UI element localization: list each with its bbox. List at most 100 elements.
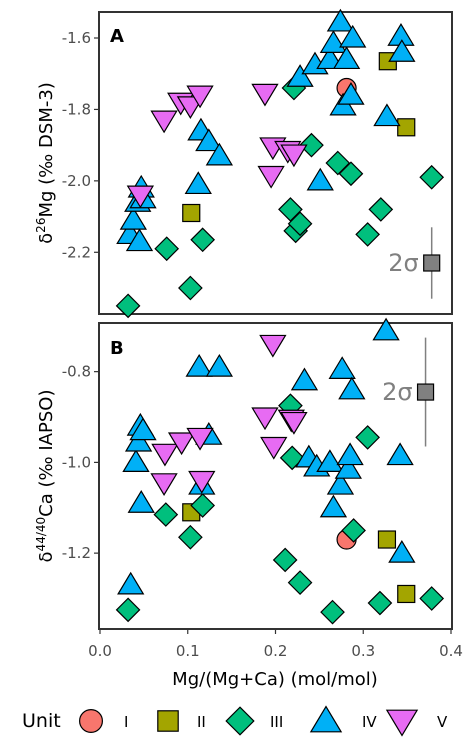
panel-a-point-unit-iv <box>125 228 154 252</box>
panel-b-point-unit-iii <box>320 599 345 625</box>
panel-b-error-bar: 2σ <box>382 337 435 447</box>
panel-b-point-unit-ii <box>377 530 397 549</box>
panel-b-y-tick-label: -0.8 <box>62 363 91 381</box>
panel-b-point-unit-iv <box>319 494 348 518</box>
panel-b-point-unit-iii <box>355 425 380 450</box>
panel-b-error-bar-label: 2σ <box>382 378 412 406</box>
panel-b-point-unit-v <box>188 470 216 494</box>
panel-a-point-unit-v <box>126 185 155 209</box>
x-axis-title: Mg/(Mg+Ca) (mol/mol) <box>172 669 378 690</box>
legend-title: Unit <box>22 710 61 732</box>
panel-b-point-unit-iii <box>178 524 203 550</box>
panel-a-point-unit-iii <box>154 236 180 262</box>
panel-a-error-bar-label: 2σ <box>388 249 418 277</box>
panel-b-error-bar-marker <box>416 383 435 401</box>
x-tick-label: 0.4 <box>439 642 463 660</box>
panel-b-point-unit-v <box>280 411 308 435</box>
panel-b-points <box>115 317 445 625</box>
legend-key-unit-iii <box>225 706 255 736</box>
panel-a-point-unit-iv <box>332 46 361 70</box>
panel-b-point-unit-iv <box>372 317 400 341</box>
panel-b: B δ44/40Ca (‰ IAPSO) -0.8 -1.0 -1.2 2σ <box>34 317 453 630</box>
panel-b-point-unit-v <box>260 436 288 460</box>
panel-b-point-unit-iv <box>117 571 145 595</box>
panel-b-y-ticks: -0.8 -1.0 -1.2 <box>62 363 99 562</box>
x-tick-label: 0.1 <box>176 642 200 660</box>
legend-label-unit-iv: IV <box>362 713 377 731</box>
panel-a-point-unit-iv <box>306 167 334 191</box>
panel-b-point-unit-iv <box>316 449 344 472</box>
panel-a-point-unit-iv <box>286 64 314 87</box>
legend-key-unit-v <box>385 709 419 737</box>
legend-label-unit-ii: II <box>197 713 206 731</box>
panel-b-point-unit-iv <box>386 442 414 466</box>
panel-b-point-unit-iv <box>338 376 366 400</box>
panel-a-point-unit-iii <box>338 161 364 187</box>
panel-a-point-unit-iii <box>190 227 216 253</box>
panel-a-point-unit-iv <box>205 142 233 166</box>
panel-a-point-unit-iii <box>278 197 303 222</box>
legend-key-unit-ii <box>157 710 179 732</box>
panel-a-point-unit-v <box>280 144 308 168</box>
panel-b-point-unit-v <box>150 473 178 496</box>
panel-a-point-unit-iv <box>326 8 355 32</box>
panel-a-point-unit-iv <box>339 24 367 48</box>
panel-a-point-unit-iii <box>299 132 324 158</box>
panel-a-point-unit-iv <box>319 30 348 53</box>
panel-b-label: B <box>110 338 124 359</box>
panel-b-point-unit-v <box>251 407 279 431</box>
panel-b-point-unit-iv <box>122 449 150 472</box>
panel-a-frame <box>98 11 453 315</box>
panel-a-point-unit-iii <box>287 211 313 237</box>
panel-b-point-unit-iv <box>290 367 319 391</box>
panel-b-point-unit-v <box>167 432 196 456</box>
panel-b-y-tick-label: -1.2 <box>62 544 91 562</box>
panel-b-frame <box>98 322 453 630</box>
legend: Unit I II III IV V <box>22 705 448 737</box>
panel-a-point-unit-iv <box>195 128 223 152</box>
panel-a-point-unit-iii <box>355 222 380 247</box>
legend-items: I II III IV V <box>78 705 448 737</box>
panel-a-point-unit-iii <box>325 150 351 176</box>
legend-key-unit-i <box>78 708 103 733</box>
panel-a-point-unit-ii <box>182 203 201 223</box>
panel-a-label: A <box>110 26 124 47</box>
panel-b-point-unit-iii <box>341 518 366 543</box>
panel-b-point-unit-iii <box>287 570 313 595</box>
panel-b-point-unit-iii <box>419 586 445 611</box>
panel-a-point-unit-v <box>251 83 279 107</box>
panel-b-point-unit-iv <box>328 356 356 379</box>
panel-b-point-unit-iv <box>124 428 153 452</box>
panel-b-point-unit-v <box>186 427 214 451</box>
panel-a-point-unit-iii <box>419 164 445 190</box>
panel-a-point-unit-iv <box>388 39 416 62</box>
panel-a-error-bar: 2σ <box>388 227 441 299</box>
panel-a-y-axis-title: δ26Mg (‰ DSM-3) <box>34 82 57 244</box>
panel-a-y-tick-label: -2.0 <box>62 172 91 190</box>
panel-a-y-tick-label: -2.2 <box>62 243 91 261</box>
panel-a-error-bar-marker <box>423 254 441 272</box>
panel-b-point-unit-iv <box>205 353 233 377</box>
panel-a-y-tick-label: -1.8 <box>62 100 91 118</box>
panel-b-point-unit-iii <box>190 493 216 518</box>
panel-b-point-unit-v <box>259 334 287 358</box>
panel-a-point-unit-iii <box>368 197 394 222</box>
panel-a-point-unit-iv <box>184 171 212 195</box>
x-tick-label: 0.0 <box>88 642 112 660</box>
panel-b-point-unit-iv <box>388 539 416 563</box>
panel-b-point-unit-iv <box>185 353 213 377</box>
panel-b-point-unit-iii <box>153 502 179 527</box>
x-tick-label: 0.3 <box>351 642 375 660</box>
panel-a-y-ticks: -1.6 -1.8 -2.0 -2.2 <box>62 29 99 261</box>
panel-a-point-unit-iv <box>119 206 148 230</box>
legend-key-unit-iv <box>309 705 343 733</box>
legend-label-unit-i: I <box>124 713 128 731</box>
panel-b-point-unit-iv <box>326 471 355 495</box>
panel-a-points <box>115 8 445 319</box>
panel-b-point-unit-v <box>151 443 179 467</box>
panel-a-point-unit-iv <box>316 46 344 70</box>
x-axis: 0.0 0.1 0.2 0.3 0.4 <box>88 629 463 660</box>
panel-a-point-unit-v <box>257 165 285 189</box>
panel-a: A δ26Mg (‰ DSM-3) -1.6 -1.8 -2.0 -2.2 2σ <box>34 8 453 319</box>
panel-b-point-unit-iv <box>129 417 157 441</box>
